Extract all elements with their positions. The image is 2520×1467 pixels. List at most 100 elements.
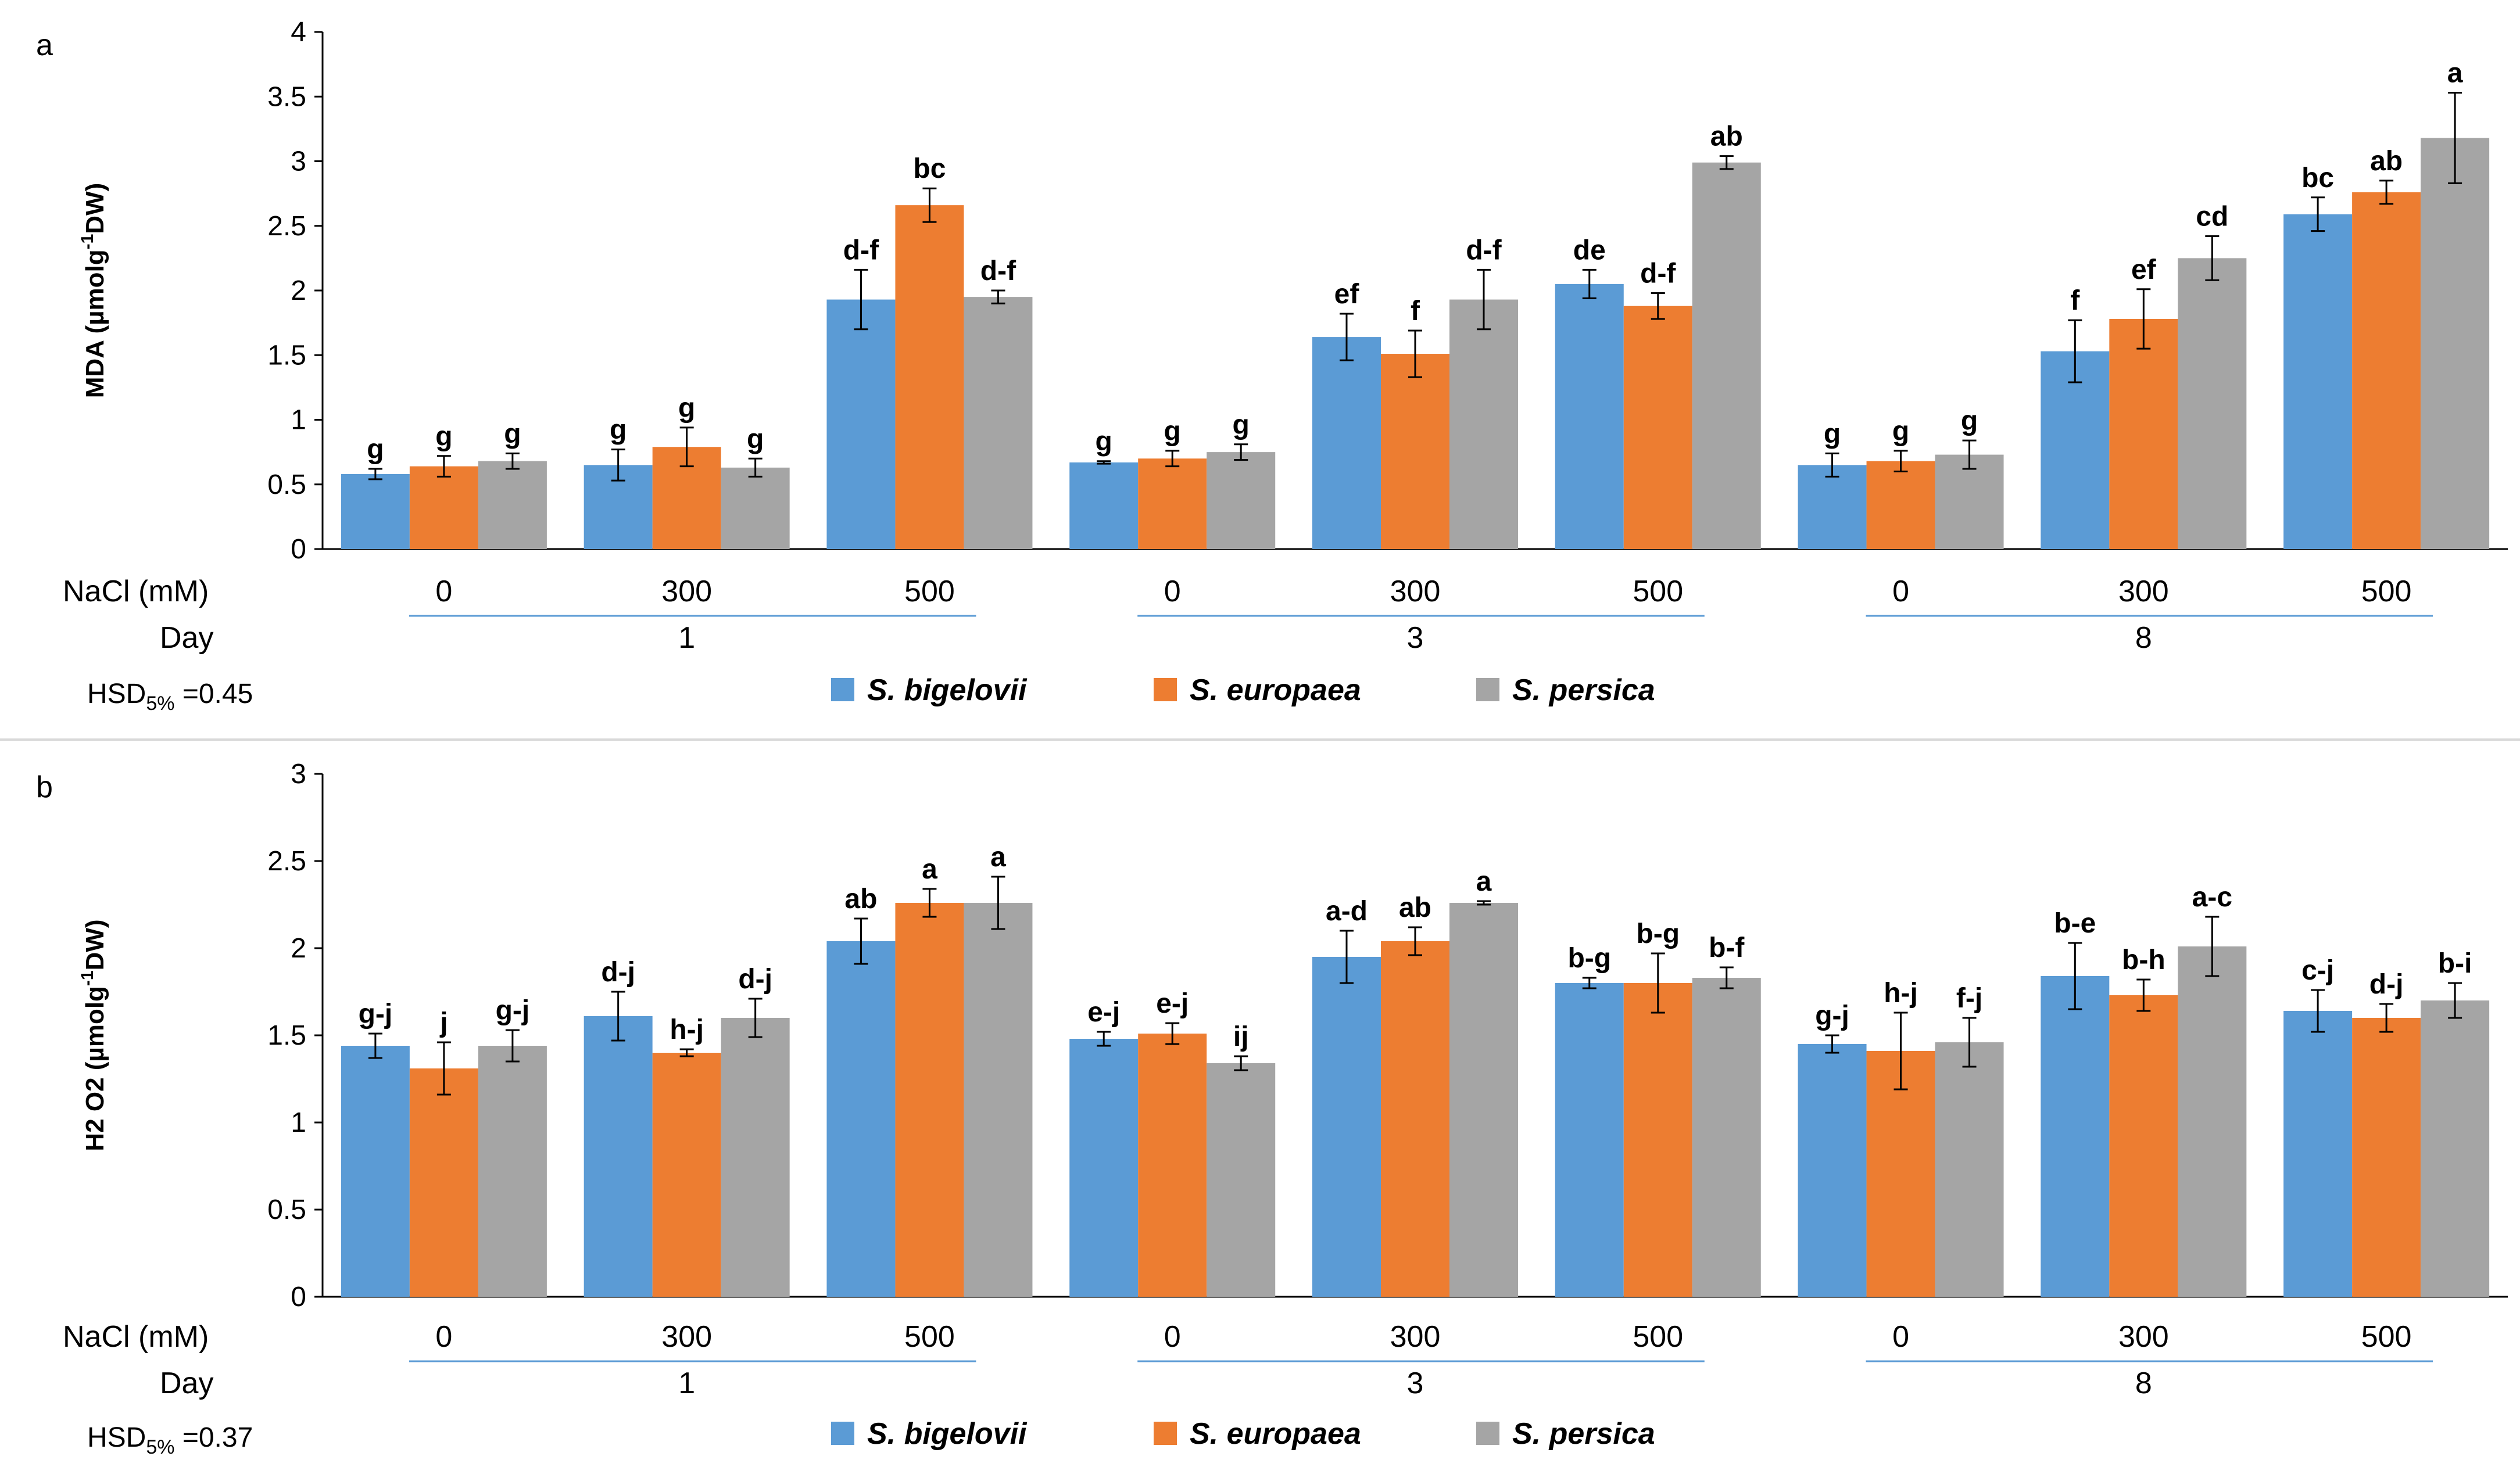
significance-letter: g (1824, 418, 1841, 449)
bar (1555, 983, 1624, 1297)
day-label: 3 (1407, 621, 1424, 655)
y-tick-label: 2 (291, 933, 306, 964)
bar (2421, 138, 2490, 549)
nacl-level-label: 500 (1633, 575, 1683, 608)
bar (1069, 462, 1139, 549)
bar (1207, 452, 1276, 549)
significance-letter: b-i (2438, 948, 2472, 979)
significance-letter: f-j (1956, 983, 1982, 1014)
legend-label: S. bigelovii (867, 1417, 1028, 1451)
significance-letter: b-g (1567, 943, 1611, 974)
y-tick-label: 1.5 (267, 1020, 306, 1051)
bar (478, 1046, 547, 1297)
bar (2178, 258, 2247, 549)
bar (1623, 306, 1692, 549)
bar (964, 297, 1033, 549)
bar (826, 299, 896, 549)
bar (1312, 957, 1381, 1297)
significance-letter: h-j (1884, 978, 1918, 1009)
nacl-level-label: 0 (1892, 575, 1909, 608)
day-row-label: Day (160, 1366, 213, 1400)
y-tick-label: 0.5 (267, 1195, 306, 1225)
significance-letter: d-j (601, 957, 635, 988)
nacl-row-label: NaCl (mM) (63, 575, 209, 608)
bar (1935, 1042, 2004, 1297)
bar (2352, 192, 2421, 549)
significance-letter: bc (913, 153, 946, 184)
significance-letter: d-j (2369, 969, 2404, 1000)
y-axis-label: MDA (µmolg-1DW) (78, 183, 109, 399)
nacl-level-label: 500 (2361, 1320, 2412, 1354)
bar (2041, 351, 2110, 549)
significance-letter: d-f (843, 235, 879, 266)
significance-letter: de (1573, 235, 1606, 266)
y-tick-label: 1 (291, 405, 306, 436)
significance-letter: c-j (2301, 955, 2334, 986)
significance-letter: g (1892, 416, 1909, 447)
y-tick-label: 2.5 (267, 846, 306, 877)
day-label: 3 (1407, 1366, 1424, 1400)
bar (721, 1018, 790, 1297)
bar (2041, 976, 2110, 1297)
bar (341, 1046, 410, 1297)
significance-letter: a (990, 842, 1006, 873)
significance-letter: a-c (2192, 882, 2232, 913)
significance-letter: ef (1334, 279, 1360, 310)
legend-swatch (1476, 678, 1499, 701)
bar (1692, 978, 1761, 1297)
nacl-level-label: 0 (435, 1320, 452, 1354)
bar (1381, 354, 1449, 549)
significance-letter: ab (1399, 892, 1431, 923)
significance-letter: g (610, 415, 627, 446)
bar (341, 474, 410, 549)
significance-letter: a (922, 854, 937, 885)
significance-letter: g-j (359, 999, 393, 1030)
bar (1866, 1051, 1935, 1297)
significance-letter: a (1476, 866, 1492, 897)
nacl-row-label: NaCl (mM) (63, 1320, 209, 1354)
bar (1692, 162, 1761, 550)
panel-label: b (36, 770, 53, 804)
significance-letter: d-f (1466, 235, 1502, 266)
nacl-level-label: 300 (661, 1320, 712, 1354)
significance-letter: g (1961, 406, 1978, 436)
significance-letter: a-d (1326, 896, 1368, 927)
chart-panel-a: a 0 0.5 1 1.5 2 2.5 3 3.5 4 MDA (µmolg-1DW) g g g g g g d… (36, 17, 2508, 715)
significance-letter: e-j (1156, 988, 1189, 1019)
nacl-level-label: 500 (1633, 1320, 1683, 1354)
day-label: 1 (678, 1366, 695, 1400)
significance-letter: g (747, 424, 764, 454)
nacl-level-label: 300 (661, 575, 712, 608)
significance-letter: bc (2301, 163, 2334, 193)
significance-letter: ef (2131, 254, 2157, 285)
nacl-level-label: 300 (1390, 575, 1441, 608)
day-label: 8 (2135, 1366, 2152, 1400)
legend-swatch (1154, 1422, 1177, 1445)
bar (1555, 284, 1624, 549)
bar (826, 941, 896, 1297)
bar (2352, 1018, 2421, 1297)
bar (721, 467, 790, 549)
legend-swatch (831, 678, 854, 701)
legend-label: S. persica (1512, 673, 1655, 707)
nacl-level-label: 0 (435, 575, 452, 608)
significance-letter: cd (2196, 202, 2228, 232)
bar (2109, 318, 2178, 549)
day-row-label: Day (160, 621, 213, 655)
bar (1449, 299, 1518, 549)
significance-letter: j (439, 1007, 448, 1038)
significance-letter: a (2447, 58, 2463, 89)
bar (478, 461, 547, 549)
nacl-level-label: 500 (904, 575, 955, 608)
y-tick-label: 3 (291, 759, 306, 790)
bar (1449, 903, 1518, 1297)
y-tick-label: 1 (291, 1107, 306, 1138)
bar (1798, 1044, 1867, 1297)
significance-letter: g (504, 418, 521, 449)
significance-letter: g (367, 434, 384, 465)
significance-letter: g-j (496, 995, 530, 1026)
significance-letter: ab (2370, 146, 2403, 177)
legend-swatch (1154, 678, 1177, 701)
bar (895, 903, 964, 1297)
